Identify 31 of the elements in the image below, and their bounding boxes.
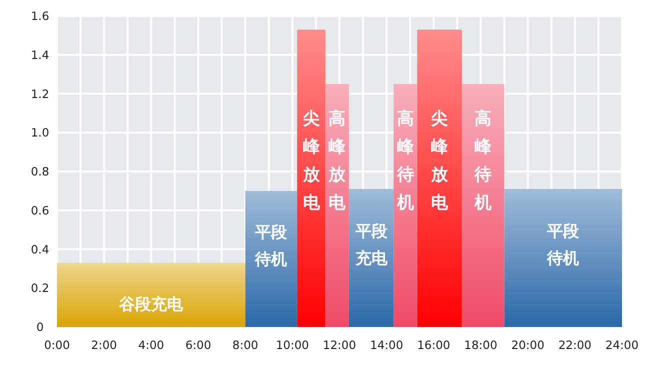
x-tick-label: 20:00 [511,338,544,352]
x-tick-label: 12:00 [322,338,356,352]
x-tick-label: 18:00 [464,338,498,352]
y-tick-label: 0.4 [30,242,50,256]
annotation: 平段待机 [255,222,288,269]
x-tick-label: 22:00 [558,338,592,352]
x-tick-label: 0:00 [44,338,70,352]
y-tick-label: 0.8 [30,164,50,178]
y-tick-label: 1.6 [30,9,50,23]
y-tick-label: 1.2 [30,86,50,101]
annotation: 平段待机 [547,221,580,268]
annotation: 高峰待机 [396,109,414,214]
annotation: 尖峰放电 [302,109,320,214]
x-tick-label: 8:00 [232,338,258,352]
x-tick-label: 2:00 [91,338,117,352]
x-tick-label: 14:00 [370,338,404,352]
annotation: 高峰放电 [328,109,346,214]
x-tick-label: 16:00 [417,338,450,352]
x-tick-label: 6:00 [185,338,212,352]
y-tick-label: 0.6 [30,203,50,218]
x-tick-label: 10:00 [276,338,309,352]
y-tick-label: 0 [36,320,44,334]
x-tick-label: 4:00 [138,338,164,352]
y-tick-label: 1.0 [30,126,50,140]
annotation: 尖峰放电 [431,109,448,214]
annotation: 高峰待机 [474,109,492,214]
y-tick-label: 1.4 [30,48,50,62]
y-tick-label: 0.2 [30,281,50,296]
annotation: 谷段充电 [119,294,184,314]
annotation: 平段充电 [355,221,388,268]
x-tick-label: 24:00 [605,338,639,352]
